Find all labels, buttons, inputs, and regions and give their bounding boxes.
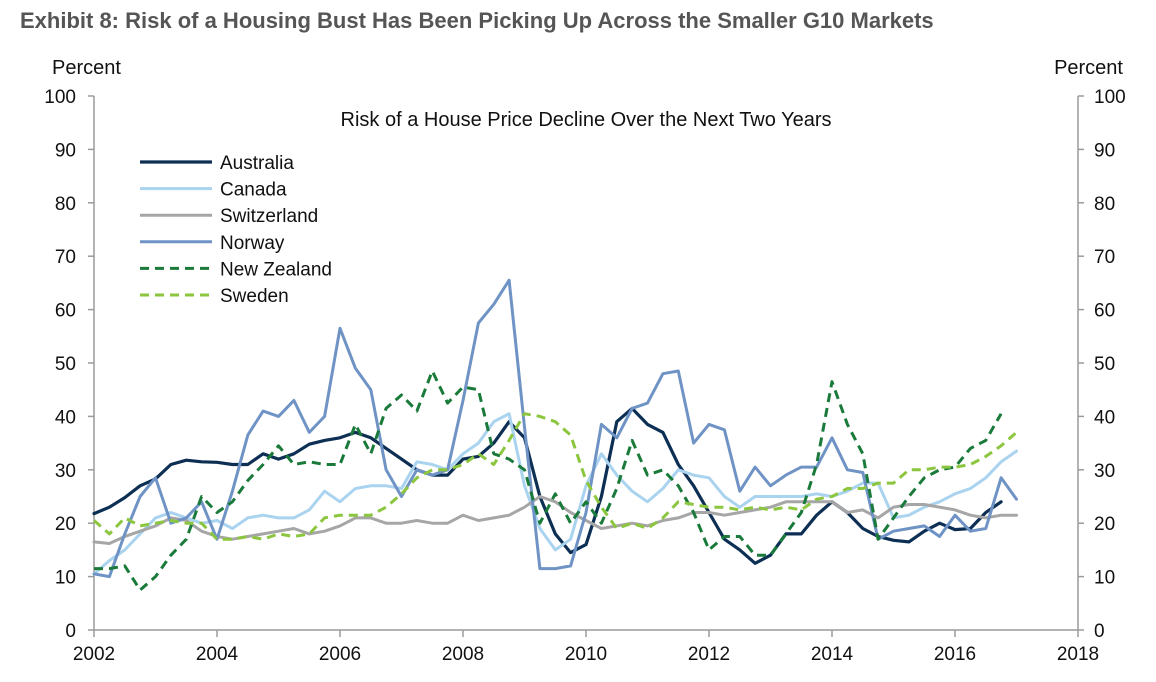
y-tick-label-right: 20 (1094, 514, 1115, 535)
y-tick-label-right: 30 (1094, 461, 1115, 482)
y-tick-label-right: 70 (1094, 247, 1115, 268)
y-tick-label-left: 100 (44, 87, 76, 108)
y-tick-label-left: 0 (65, 621, 76, 642)
legend-label-switzerland: Switzerland (220, 206, 318, 227)
legend-label-norway: Norway (220, 233, 285, 254)
legend-label-new-zealand: New Zealand (220, 259, 332, 280)
y-tick-label-right: 100 (1094, 87, 1126, 108)
x-tick-label: 2008 (442, 644, 484, 665)
chart-title: Risk of a House Price Decline Over the N… (341, 109, 832, 131)
y-tick-label-right: 60 (1094, 301, 1115, 322)
left-axis-unit: Percent (52, 57, 121, 79)
y-tick-label-right: 80 (1094, 194, 1115, 215)
x-tick-label: 2016 (934, 644, 976, 665)
y-tick-label-right: 50 (1094, 354, 1115, 375)
right-axis-unit: Percent (1054, 57, 1123, 79)
x-tick-label: 2018 (1057, 644, 1099, 665)
series-line-switzerland (92, 495, 1018, 545)
legend: Australia Canada Switzerland Norway New Zeal… (140, 153, 332, 307)
y-tick-label-right: 90 (1094, 140, 1115, 161)
legend-label-australia: Australia (220, 153, 294, 174)
x-tick-label: 2012 (688, 644, 730, 665)
x-tick-label: 2006 (319, 644, 361, 665)
y-tick-label-left: 90 (55, 140, 76, 161)
series-lines (92, 278, 1018, 592)
series-line-australia (92, 406, 1003, 565)
x-tick-label: 2002 (73, 644, 115, 665)
axes: 0 0 10 10 20 20 30 30 40 40 50 50 60 60 70 70 80 80 90 90 10… (44, 87, 1125, 665)
y-tick-label-left: 20 (55, 514, 76, 535)
series-line-canada (92, 412, 1018, 576)
series-line-sweden (93, 412, 1018, 541)
y-tick-label-left: 80 (55, 194, 76, 215)
y-tick-label-right: 40 (1094, 407, 1115, 428)
exhibit-title: Exhibit 8: Risk of a Housing Bust Has Be… (20, 8, 934, 33)
y-tick-label-left: 10 (55, 568, 76, 589)
y-tick-label-left: 30 (55, 461, 76, 482)
y-tick-label-right: 0 (1094, 621, 1105, 642)
y-tick-label-left: 40 (55, 407, 76, 428)
y-tick-label-left: 70 (55, 247, 76, 268)
x-tick-label: 2004 (196, 644, 239, 665)
legend-label-canada: Canada (220, 180, 287, 201)
x-tick-label: 2014 (811, 644, 854, 665)
y-tick-label-right: 10 (1094, 568, 1115, 589)
y-tick-label-left: 50 (55, 354, 76, 375)
series-line-norway (92, 278, 1018, 579)
series-line-new-zealand (94, 369, 1003, 592)
x-tick-label: 2010 (565, 644, 607, 665)
legend-label-sweden: Sweden (220, 286, 289, 307)
y-tick-label-left: 60 (55, 301, 76, 322)
